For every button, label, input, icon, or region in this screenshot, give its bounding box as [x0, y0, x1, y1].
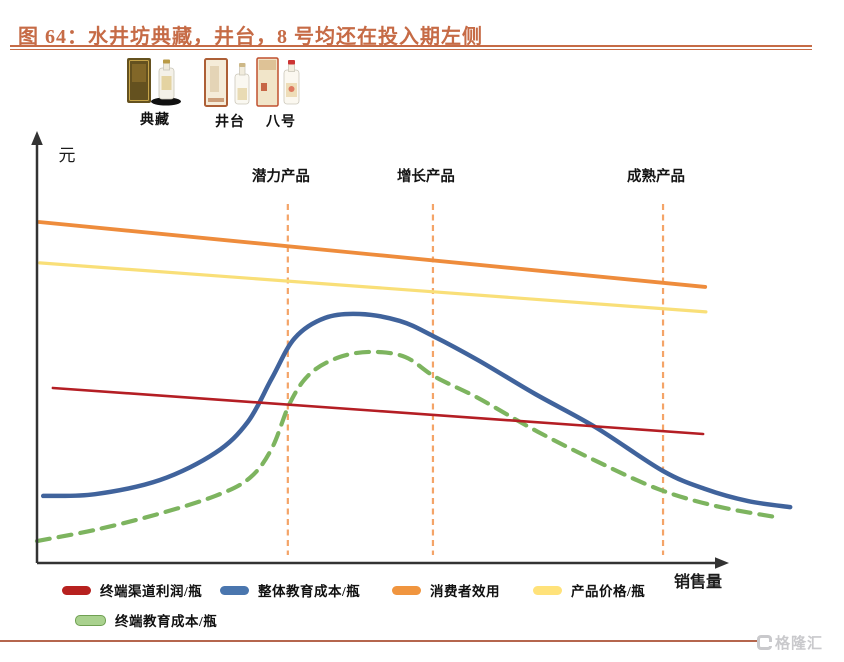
- stage-label-2: 成熟产品: [627, 167, 685, 185]
- product-label-jingtai: 井台: [215, 115, 245, 130]
- watermark: 格隆汇: [757, 632, 823, 653]
- product-bahao: 八号: [256, 57, 306, 131]
- title-divider: [10, 45, 812, 50]
- bottom-divider: [0, 640, 757, 642]
- product-photo-jingtai-icon: [204, 58, 250, 107]
- product-photo-bahao-icon: [256, 57, 300, 107]
- product-jingtai: 井台: [204, 58, 256, 131]
- series-line-整体教育成本/瓶: [40, 311, 793, 510]
- legend-swatch-blue: [220, 585, 249, 595]
- series-line-产品价格/瓶: [38, 261, 708, 314]
- stage-label-1: 增长产品: [397, 167, 455, 185]
- legend-label: 终端渠道利润/瓶: [100, 584, 203, 599]
- legend-label: 整体教育成本/瓶: [258, 584, 361, 599]
- legend-label: 消费者效用: [430, 584, 500, 599]
- series-line-终端渠道利润/瓶: [51, 386, 705, 436]
- series-line-终端教育成本/瓶: [34, 349, 778, 544]
- legend-swatch-green: [75, 614, 106, 626]
- legend-item-product-price: 产品价格/瓶: [533, 582, 646, 599]
- product-label-diancang: 典藏: [140, 113, 170, 128]
- product-diancang: 典藏: [126, 56, 184, 129]
- legend-swatch-orange: [392, 585, 421, 595]
- legend-label: 产品价格/瓶: [571, 584, 646, 599]
- series-line-消费者效用: [37, 220, 708, 289]
- stage-label-0: 潜力产品: [252, 167, 310, 185]
- legend-label: 终端教育成本/瓶: [115, 614, 218, 629]
- watermark-text: 格隆汇: [775, 636, 824, 652]
- y-axis-arrow-icon: [31, 131, 43, 145]
- legend-item-terminal-education-cost: 终端教育成本/瓶: [75, 612, 218, 629]
- gelonghui-logo-icon: [757, 635, 772, 650]
- legend-swatch-red: [62, 585, 91, 595]
- figure-title: 图 64：水井坊典藏，井台，8 号均还在投入期左侧: [18, 26, 483, 48]
- product-photo-diancang-icon: [127, 58, 181, 106]
- legend-swatch-yellow: [533, 585, 562, 595]
- y-axis-label: 元: [59, 146, 76, 165]
- legend-item-consumer-utility: 消费者效用: [392, 582, 500, 599]
- legend-item-channel-profit: 终端渠道利润/瓶: [62, 582, 203, 599]
- product-label-bahao: 八号: [266, 115, 296, 130]
- x-axis-label: 销售量: [674, 572, 722, 591]
- x-axis-arrow-icon: [715, 557, 729, 569]
- legend-item-overall-education-cost: 整体教育成本/瓶: [220, 582, 361, 599]
